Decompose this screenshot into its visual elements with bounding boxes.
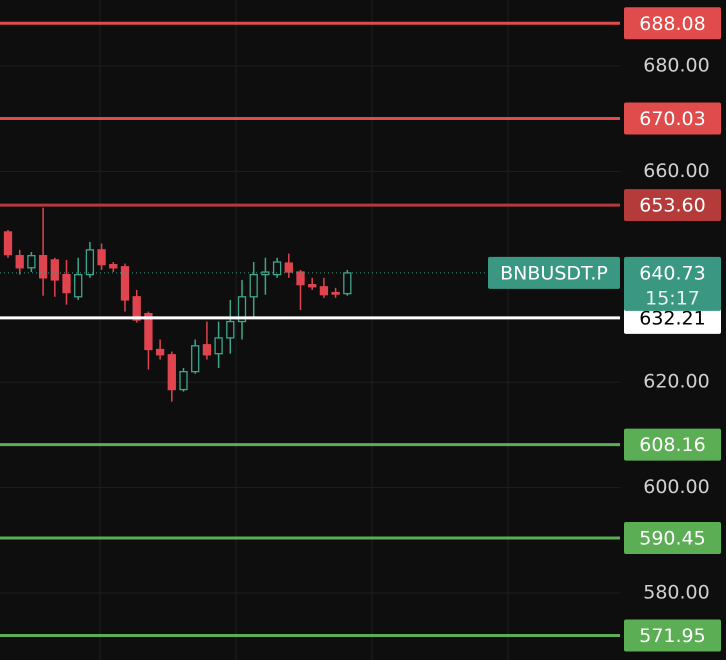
candle-body	[308, 284, 317, 288]
candle-body	[343, 272, 352, 295]
candle-body	[191, 345, 200, 373]
level-label: 608.16	[639, 434, 705, 456]
candle-body	[249, 273, 258, 298]
candle-body	[237, 296, 247, 323]
candle-body	[85, 249, 95, 276]
level-label-box	[624, 428, 721, 461]
candle-body	[331, 291, 340, 295]
level-label: 653.60	[639, 195, 705, 217]
candle-body	[50, 259, 59, 281]
level-label: 571.95	[639, 625, 705, 647]
candle-body	[3, 231, 13, 256]
level-label: 670.03	[639, 108, 705, 130]
candle-body	[120, 266, 130, 301]
candle-body	[155, 348, 165, 356]
level-label-box	[624, 521, 721, 554]
candle-body	[74, 273, 83, 298]
level-label-box	[624, 7, 721, 40]
level-label: 632.21	[639, 307, 705, 329]
candle-body	[202, 344, 212, 356]
symbol-label: BNBUSDT.P	[500, 262, 608, 284]
candle-body	[179, 370, 188, 391]
candle-body	[144, 313, 153, 351]
level-label: 688.08	[639, 13, 705, 35]
candle-body	[226, 320, 235, 339]
level-label-box	[624, 619, 721, 652]
level-label-box	[624, 189, 721, 222]
candle-body	[109, 263, 118, 269]
candle-body	[27, 255, 36, 269]
level-label: 590.45	[639, 527, 705, 549]
level-label-box	[624, 102, 721, 135]
candle-body	[214, 337, 223, 355]
y-tick-label: 660.00	[643, 160, 709, 182]
y-tick-label: 600.00	[643, 476, 709, 498]
candle-body	[62, 273, 71, 294]
symbol-box	[488, 256, 620, 289]
y-tick-label: 680.00	[643, 54, 709, 76]
y-tick-label: 620.00	[643, 371, 709, 393]
candle-body	[15, 255, 24, 269]
candle-body	[272, 261, 282, 276]
vertical-grid	[99, 0, 509, 660]
candle-body	[38, 255, 48, 279]
candle-body	[132, 296, 141, 321]
last-price-box	[624, 256, 721, 311]
last-price-label: 640.73	[639, 262, 705, 284]
candle-body	[319, 286, 329, 296]
y-tick-label: 580.00	[643, 582, 709, 604]
candle-body	[261, 271, 270, 276]
candle-body	[284, 262, 293, 273]
candle-body	[167, 354, 176, 391]
candle-body	[97, 249, 106, 266]
countdown-label: 15:17	[645, 287, 700, 309]
candle-body	[296, 271, 305, 286]
